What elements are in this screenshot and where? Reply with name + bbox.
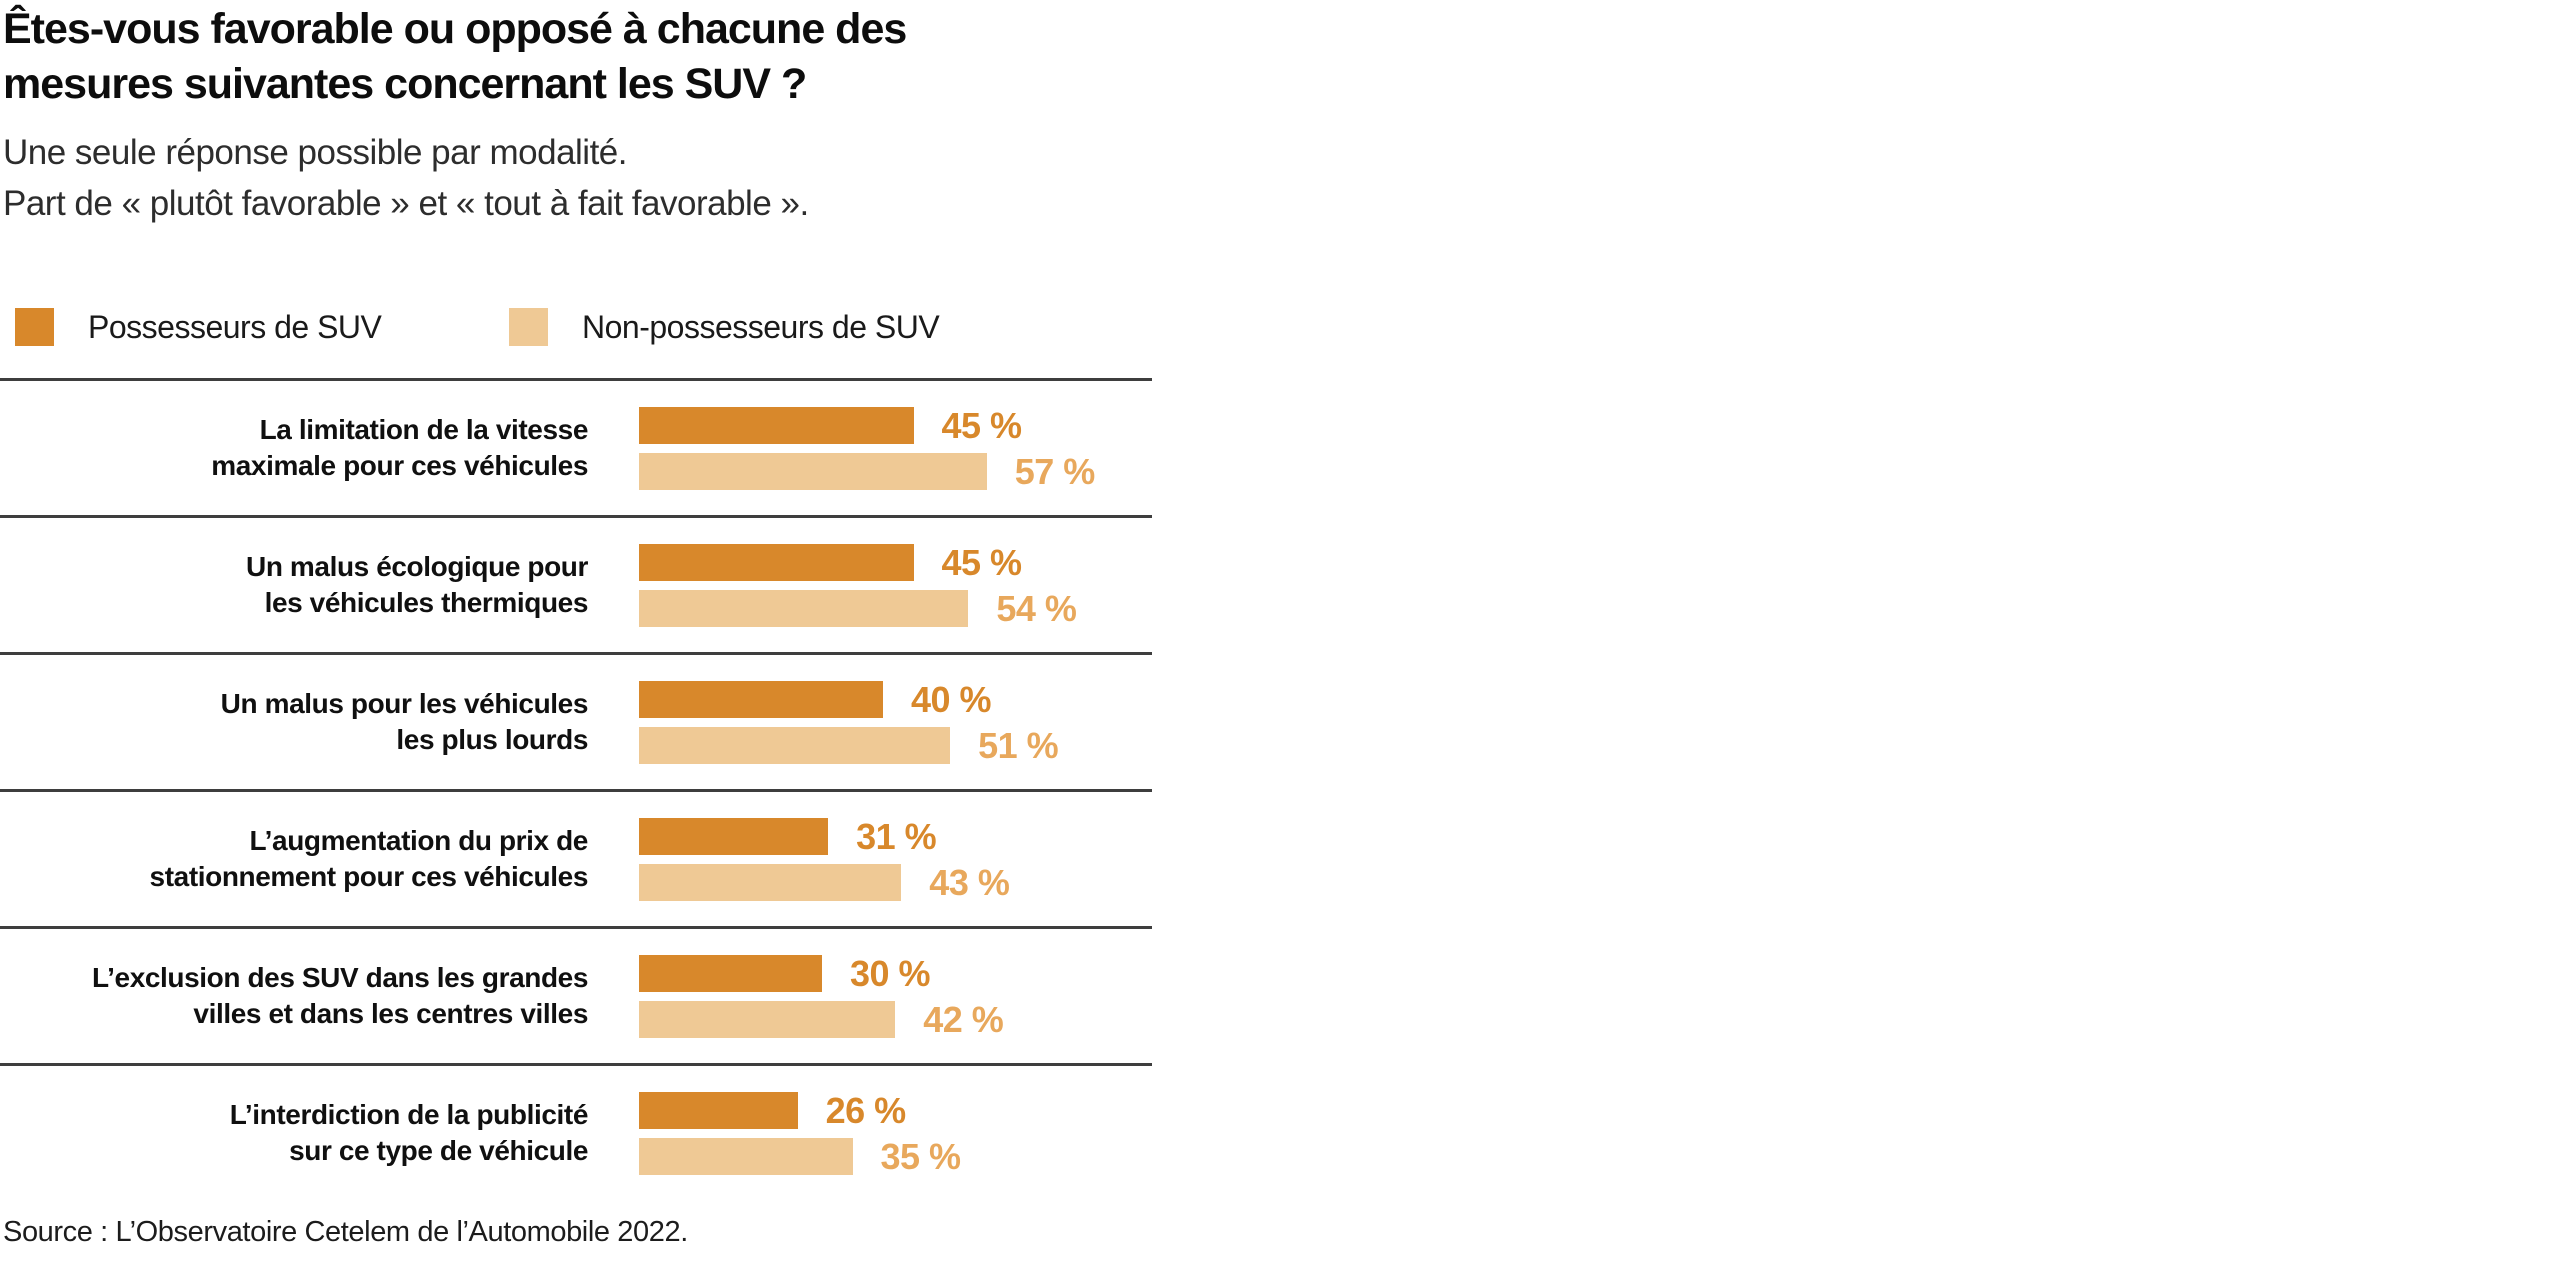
value-label: 43 % bbox=[929, 861, 1010, 903]
bar-line: 43 % bbox=[639, 861, 1010, 903]
bar-possesseurs bbox=[639, 955, 822, 992]
value-label: 31 % bbox=[856, 815, 937, 857]
chart-row: Un malus pour les véhicules les plus lou… bbox=[0, 652, 1152, 789]
chart-row: L’interdiction de la publicité sur ce ty… bbox=[0, 1063, 1152, 1200]
value-label: 45 % bbox=[941, 541, 1023, 583]
bar-line: 40 % bbox=[639, 678, 1058, 720]
bar-possesseurs bbox=[639, 681, 883, 718]
bar-possesseurs bbox=[639, 407, 914, 444]
bar-line: 45 % bbox=[639, 541, 1076, 583]
category-label: L’interdiction de la publicité sur ce ty… bbox=[229, 1099, 589, 1166]
value-label: 57 % bbox=[1014, 450, 1096, 492]
legend-swatch-non-possesseurs-icon bbox=[509, 308, 548, 346]
category-label: L’exclusion des SUV dans les grandes vil… bbox=[91, 962, 588, 1029]
source-note: Source : L’Observatoire Cetelem de l’Aut… bbox=[3, 1216, 688, 1248]
bar-non-possesseurs bbox=[639, 453, 987, 490]
legend-item-non-possesseurs: Non-possesseurs de SUV bbox=[509, 308, 940, 346]
bar-possesseurs bbox=[639, 544, 914, 581]
bar-line: 57 % bbox=[639, 450, 1096, 492]
value-label: 42 % bbox=[923, 998, 1004, 1040]
bar-group: 31 % 43 % bbox=[639, 815, 1010, 910]
bar-group: 45 % 57 % bbox=[639, 404, 1096, 499]
bar-line: 54 % bbox=[639, 587, 1077, 629]
chart-title: Êtes-vous favorable ou opposé à chacune … bbox=[3, 5, 907, 108]
chart-row: La limitation de la vitesse maximale pou… bbox=[0, 378, 1152, 515]
chart-row: L’augmentation du prix de stationnement … bbox=[0, 789, 1152, 926]
category-label: La limitation de la vitesse maximale pou… bbox=[211, 414, 588, 481]
value-label: 40 % bbox=[911, 678, 992, 720]
chart-row: L’exclusion des SUV dans les grandes vil… bbox=[0, 926, 1152, 1063]
chart-subtitle-line2: Part de « plutôt favorable » et « tout à… bbox=[3, 184, 809, 223]
value-label: 45 % bbox=[941, 404, 1023, 446]
bar-line: 31 % bbox=[639, 815, 1009, 857]
bar-line: 30 % bbox=[639, 952, 1003, 994]
category-label: L’augmentation du prix de stationnement … bbox=[149, 825, 589, 892]
category-label: Un malus pour les véhicules les plus lou… bbox=[220, 688, 589, 755]
value-label: 54 % bbox=[996, 587, 1077, 629]
bar-group: 45 % 54 % bbox=[639, 541, 1077, 636]
chart-row: Un malus écologique pour les véhicules t… bbox=[0, 515, 1152, 652]
bar-non-possesseurs bbox=[639, 590, 969, 627]
value-label: 30 % bbox=[850, 952, 931, 994]
legend-swatch-possesseurs-icon bbox=[15, 308, 54, 346]
value-label: 35 % bbox=[880, 1135, 962, 1177]
value-label: 51 % bbox=[978, 724, 1059, 766]
category-label: Un malus écologique pour les véhicules t… bbox=[246, 551, 588, 618]
bar-chart: La limitation de la vitesse maximale pou… bbox=[0, 378, 1152, 1200]
bar-group: 30 % 42 % bbox=[639, 952, 1004, 1047]
legend-label-possesseurs: Possesseurs de SUV bbox=[88, 308, 382, 345]
bar-line: 35 % bbox=[639, 1135, 962, 1177]
value-label: 26 % bbox=[825, 1089, 907, 1131]
bar-possesseurs bbox=[639, 1092, 798, 1129]
bar-line: 42 % bbox=[639, 998, 1004, 1040]
bar-possesseurs bbox=[639, 818, 829, 855]
bar-non-possesseurs bbox=[639, 727, 951, 764]
bar-line: 51 % bbox=[639, 724, 1059, 766]
bar-line: 45 % bbox=[639, 404, 1095, 446]
bar-non-possesseurs bbox=[639, 1001, 896, 1038]
bar-non-possesseurs bbox=[639, 1138, 853, 1175]
bar-non-possesseurs bbox=[639, 864, 902, 901]
chart-subtitle-line1: Une seule réponse possible par modalité. bbox=[3, 133, 628, 172]
legend-label-non-possesseurs: Non-possesseurs de SUV bbox=[582, 308, 940, 345]
bar-line: 26 % bbox=[639, 1089, 961, 1131]
legend-item-possesseurs: Possesseurs de SUV bbox=[15, 308, 382, 346]
bar-group: 26 % 35 % bbox=[639, 1089, 962, 1184]
bar-group: 40 % 51 % bbox=[639, 678, 1059, 773]
